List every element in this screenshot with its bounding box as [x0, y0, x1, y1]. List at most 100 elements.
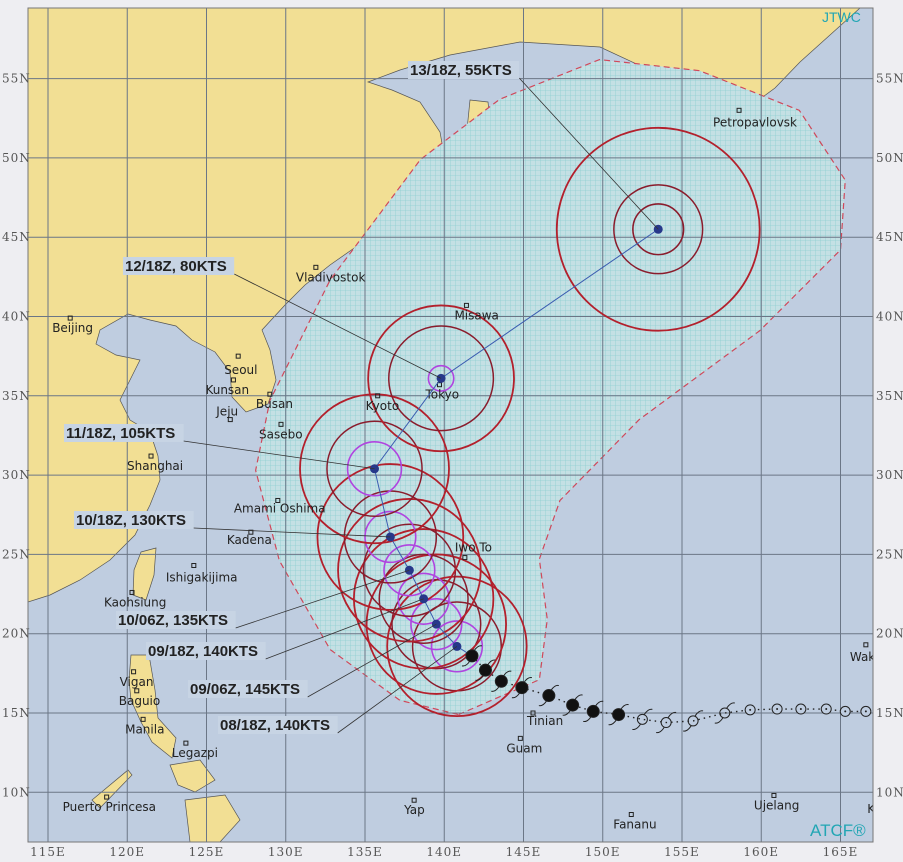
forecast-leader-line — [518, 77, 659, 230]
lat-tick-label-left: 30N — [2, 468, 31, 482]
city-marker-icon — [881, 811, 885, 815]
city-label: Busan — [256, 397, 293, 411]
typhoon-symbol-icon — [612, 708, 626, 722]
city-label: Vigan — [120, 675, 154, 689]
city-marker-icon — [131, 669, 137, 675]
city-marker-icon — [375, 393, 381, 399]
city-label: Iwo To — [455, 541, 492, 555]
storm-spiral-arms-icon — [491, 670, 512, 692]
wind-radius-34kt — [367, 304, 515, 453]
city-marker-icon — [227, 417, 233, 423]
forecast-labels: 08/18Z, 140KTS 09/06Z, 145KTS 09/18Z, 140K… — [64, 61, 659, 734]
forecast-label: 09/18Z, 140KTS — [148, 643, 258, 660]
storm-spiral-arms-icon — [714, 702, 735, 724]
depression-center-icon — [799, 708, 802, 711]
forecast-label-bg — [188, 680, 308, 698]
axis-ticks: 115E 120E 125E 130E 135E 140E 145E 150E 155E 160E… — [2, 72, 903, 859]
typhoon-symbol-icon — [494, 674, 508, 688]
wind-radius-50kt — [613, 184, 704, 275]
city-marker-icon — [463, 302, 469, 308]
lat-tick-label-right: 25N — [876, 547, 903, 561]
city-marker-icon — [517, 735, 523, 741]
lon-tick-label: 120E — [109, 845, 145, 859]
lat-tick-label-left: 35N — [2, 389, 31, 403]
lat-tick-label-right: 50N — [876, 151, 903, 165]
lat-tick-label-left: 20N — [2, 627, 31, 641]
forecast-label-bg — [218, 716, 338, 734]
city-marker-icon — [313, 264, 319, 270]
wind-radius-64kt — [383, 544, 436, 597]
lat-tick-label-right: 35N — [876, 389, 903, 403]
forecast-leader-line — [307, 623, 437, 698]
tropical-storm-symbol-icon — [636, 713, 648, 725]
lon-tick-label: 115E — [30, 845, 66, 859]
wind-radius-50kt — [326, 420, 423, 518]
wind-radius-64kt — [397, 572, 450, 625]
city-label: Seoul — [224, 363, 257, 377]
lon-tick-label: 135E — [347, 845, 383, 859]
forecast-label: 10/06Z, 135KTS — [118, 612, 228, 629]
lon-tick-label: 130E — [268, 845, 304, 859]
city-label: Yap — [403, 803, 425, 817]
land-palawan — [91, 769, 133, 809]
lon-tick-label: 155E — [664, 845, 700, 859]
forecast-label: 10/18Z, 130KTS — [76, 512, 186, 529]
atcf-mark: ATCF® — [810, 821, 866, 840]
wind-radius-34kt — [555, 126, 761, 332]
city-marker-icon — [462, 555, 468, 561]
city-marker-icon — [736, 107, 742, 113]
depression-center-icon — [844, 710, 847, 713]
forecast-label-bg — [146, 642, 266, 660]
forecast-leader-line — [337, 646, 458, 734]
forecast-label-bg — [74, 511, 194, 529]
city-marker-icon — [230, 377, 236, 383]
wind-radius-64kt — [430, 620, 484, 673]
city-marker-icon — [267, 391, 273, 397]
city-label: Fananu — [613, 818, 656, 832]
tropical-storm-symbol-icon — [687, 715, 699, 727]
typhoon-symbol-icon — [465, 649, 479, 663]
lat-tick-label-right: 55N — [876, 72, 903, 86]
danger-swath — [255, 58, 846, 716]
city-marker-icon — [628, 812, 634, 818]
city-marker-icon — [129, 589, 135, 595]
city-marker-icon — [104, 794, 110, 800]
storm-spiral-arms-icon — [608, 703, 629, 726]
city-label: Kunsan — [205, 383, 249, 397]
city-marker-icon — [530, 710, 536, 716]
wind-radius-34kt — [316, 463, 465, 611]
depression-center-icon — [776, 708, 779, 711]
tropical-storm-symbol-icon — [719, 707, 731, 719]
city-marker-icon — [235, 353, 241, 359]
wind-radii — [299, 126, 761, 718]
storm-spiral-arms-icon — [583, 700, 604, 723]
wind-radius-64kt — [427, 364, 455, 392]
storm-spiral-arms-icon — [538, 684, 559, 707]
city-label: Kyoto — [366, 399, 400, 413]
land-visayas — [169, 759, 216, 793]
forecast-leader-line — [183, 440, 375, 470]
city-label: Sasebo — [259, 427, 303, 441]
city-marker-icon — [278, 421, 284, 427]
forecast-label: 08/18Z, 140KTS — [220, 717, 330, 734]
lon-tick-label: 165E — [823, 845, 859, 859]
lat-tick-label-right: 15N — [876, 706, 903, 720]
lat-tick-label-right: 30N — [876, 468, 903, 482]
forecast-label-bg — [116, 611, 236, 629]
lat-tick-label-left: 50N — [2, 151, 31, 165]
city-marker-icon — [183, 740, 189, 746]
wind-radius-64kt — [364, 510, 417, 564]
storm-spiral-arms-icon — [682, 710, 704, 732]
lat-tick-label-left: 40N — [2, 310, 31, 324]
forecast-label: 13/18Z, 55KTS — [410, 62, 512, 79]
city-label: Guam — [506, 741, 542, 755]
typhoon-symbol-icon — [542, 689, 556, 703]
city-label: Kw — [867, 802, 885, 816]
city-marker-icon — [436, 382, 442, 388]
storm-spiral-arms-icon — [656, 711, 677, 734]
lon-tick-label: 160E — [743, 845, 779, 859]
map-frame — [27, 7, 874, 843]
wind-radius-34kt — [386, 575, 528, 718]
depression-center-icon — [864, 710, 867, 713]
